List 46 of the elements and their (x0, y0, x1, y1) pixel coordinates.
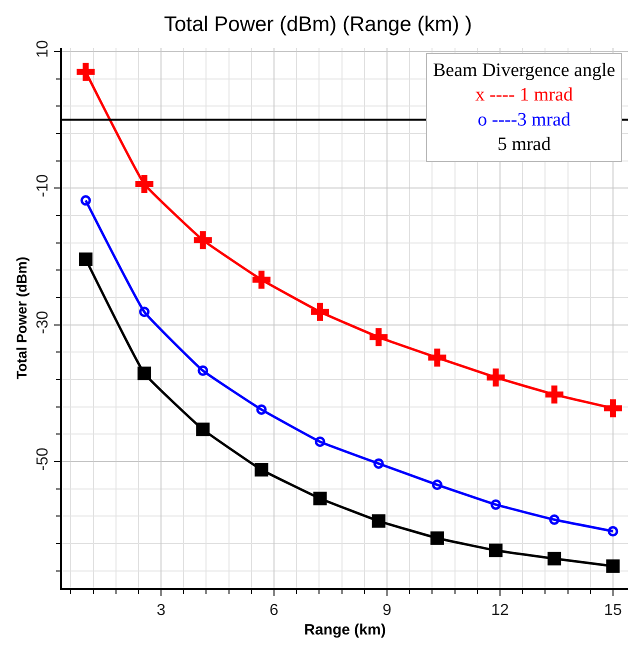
x-axis-title: Range (km) (304, 622, 386, 639)
point (135, 175, 154, 194)
point (372, 514, 386, 528)
point (256, 404, 267, 415)
x-tick-label: 12 (491, 602, 509, 620)
point (545, 386, 564, 404)
x-tick-label: 3 (156, 602, 166, 620)
point (314, 436, 326, 447)
point (76, 62, 95, 81)
point (608, 526, 618, 537)
text: o ----3 mrad (478, 109, 572, 130)
point (430, 531, 444, 545)
point (313, 492, 327, 506)
point (138, 366, 152, 380)
point (606, 559, 620, 573)
y-tick-label: -10 (34, 174, 52, 198)
point (78, 252, 92, 266)
x-tick-label: 15 (604, 602, 622, 620)
point (489, 544, 503, 558)
chart-title: Total Power (dBm) (Range (km) ) (164, 12, 472, 36)
point (548, 552, 562, 566)
point (254, 463, 268, 476)
legend-title: Beam Divergence angle (433, 60, 616, 81)
point (432, 480, 442, 490)
point (373, 458, 384, 469)
point (311, 302, 330, 321)
point (139, 306, 150, 318)
point (80, 195, 91, 206)
text: x ---- 1 mrad (475, 84, 574, 106)
y-tick-label: -50 (34, 447, 52, 471)
point (198, 365, 208, 376)
point (604, 399, 622, 418)
point (252, 270, 270, 289)
text: 5 mrad (497, 134, 552, 156)
point (370, 328, 388, 346)
y-axis-title: Total Power (dBm) (14, 256, 30, 380)
x-tick-label: 6 (270, 602, 279, 620)
point (428, 348, 446, 367)
point (194, 231, 212, 250)
y-tick-label: -30 (34, 310, 52, 334)
point (486, 368, 505, 386)
y-tick-label: 10 (34, 40, 52, 58)
point (549, 514, 560, 525)
point (196, 422, 210, 436)
point (490, 499, 502, 510)
x-tick-label: 9 (382, 602, 392, 620)
